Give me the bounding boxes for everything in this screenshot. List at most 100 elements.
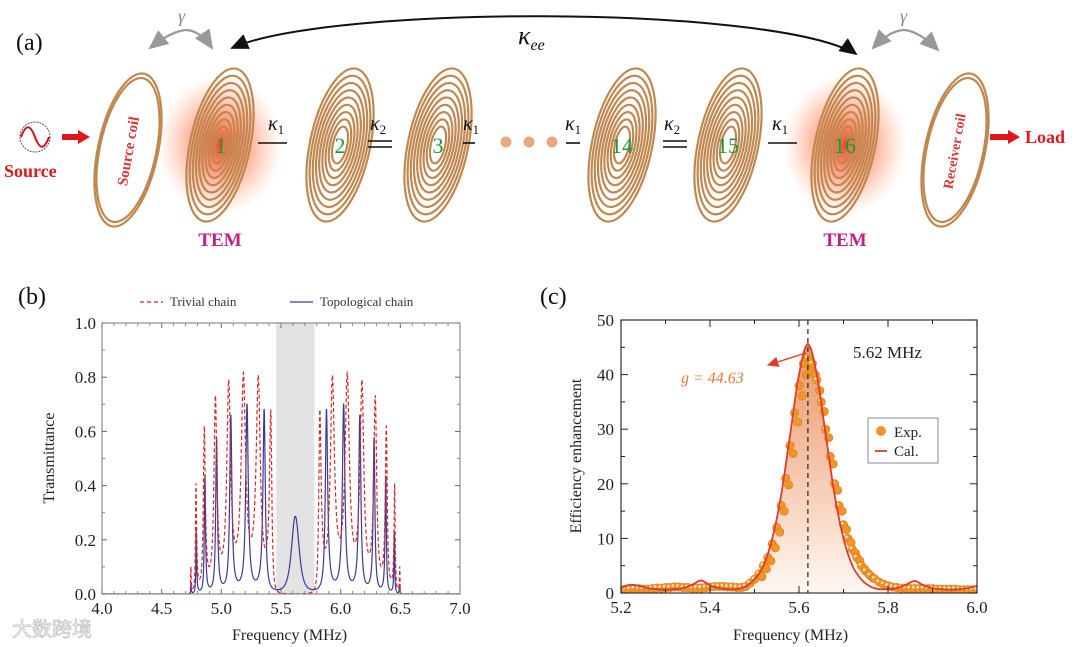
receiver-coil [920, 72, 990, 228]
exp-data-point [775, 527, 785, 537]
exp-data-point [779, 506, 789, 516]
resonator-number-1: 1 [216, 133, 227, 158]
exp-data-point [784, 480, 794, 490]
exp-data-point [797, 391, 807, 401]
svg-text:κ1: κ1 [772, 113, 788, 137]
x-tick-label-c: 5.6 [788, 598, 809, 617]
source-label: Source [4, 161, 57, 181]
annotation-arrow [766, 352, 807, 367]
x-tick-label-b: 5.5 [270, 599, 291, 618]
svg-text:κ1: κ1 [565, 113, 581, 137]
legend-swatch-exp [876, 426, 886, 436]
resonator-coil-2 [305, 67, 375, 223]
resonator-coil-3 [403, 67, 473, 223]
y-tick-label-b: 1.0 [75, 314, 96, 333]
legend-label-trivial: Trivial chain [170, 294, 237, 309]
exp-data-point [793, 417, 803, 427]
series-cal-line [621, 343, 977, 591]
y-tick-label-b: 0.4 [75, 477, 97, 496]
legend-label-topological: Topological chain [320, 294, 414, 309]
y-tick-label-c: 20 [597, 475, 614, 494]
svg-text:κ2: κ2 [664, 113, 680, 137]
resonator-coil-16 [810, 67, 880, 223]
y-tick-label-b: 0.2 [75, 531, 96, 550]
x-tick-label-b: 6.5 [390, 599, 411, 618]
tem-label-left: TEM [198, 230, 241, 251]
y-axis-label-c: Efficiency enhancement [568, 378, 585, 533]
resonator-coil-15 [693, 67, 763, 223]
coupling-k1-dots-14: κ1 [565, 113, 581, 144]
panel-b-chart: (b) Trivial chain Topological chain 4.0 4… [18, 284, 471, 644]
kappa-ee-label: κee [518, 21, 545, 54]
annotation-g-value: g = 44.63 [681, 370, 744, 387]
source-coil-label: Source coil [115, 115, 143, 187]
panel-c-label: (c) [540, 284, 567, 310]
x-tick-label-b: 4.0 [91, 599, 112, 618]
watermark: 大数跨境 [12, 617, 92, 641]
tem-label-right: TEM [823, 230, 866, 251]
x-tick-label-c: 5.8 [877, 598, 898, 617]
ellipsis-dots [500, 136, 558, 148]
exp-data-point [785, 441, 795, 451]
x-tick-label-c: 6.0 [966, 598, 987, 617]
y-axis-label-b: Transmittance [41, 413, 58, 504]
exp-data-point [788, 448, 798, 458]
coupling-k1-1-2: κ1 [258, 113, 287, 144]
gamma-arrow-left: γ [148, 6, 214, 50]
panel-a-schematic: (a) κee γ γ Source Load [4, 6, 1065, 251]
x-tick-label-c: 5.4 [699, 598, 721, 617]
y-tick-label-b: 0.0 [75, 585, 96, 604]
resonator-coil-14 [587, 67, 657, 223]
y-tick-label-b: 0.6 [75, 422, 96, 441]
y-tick-label-c: 40 [597, 366, 614, 385]
coupling-k2-2-3: κ2 [368, 113, 392, 148]
x-tick-label-b: 6.0 [330, 599, 351, 618]
x-axis-label-b: Frequency (MHz) [232, 627, 347, 644]
x-tick-label-b: 5.0 [211, 599, 232, 618]
gamma-label-right: γ [900, 6, 908, 26]
coupling-k2-14-15: κ2 [663, 113, 687, 148]
svg-text:κ1: κ1 [463, 113, 479, 137]
exp-data-point [790, 408, 800, 418]
svg-text:κ1: κ1 [268, 113, 284, 137]
panel-a-label: (a) [16, 30, 43, 56]
y-tick-label-c: 10 [597, 529, 614, 548]
resonator-number-3: 3 [433, 133, 444, 158]
y-tick-label-c: 0 [606, 584, 615, 603]
y-tick-label-c: 30 [597, 420, 614, 439]
resonator-number-16: 16 [834, 133, 856, 158]
legend-label-exp: Exp. [894, 425, 922, 441]
resonator-coil-1 [185, 67, 255, 223]
annotation-peak-frequency: 5.62 MHz [853, 343, 922, 362]
exp-data-point [770, 543, 780, 553]
source-coil [93, 72, 163, 228]
x-axis-label-c: Frequency (MHz) [733, 627, 848, 644]
resonator-number-2: 2 [335, 133, 346, 158]
legend-c: Exp. Cal. [867, 417, 939, 464]
receiver-coil-label: Receiver coil [942, 112, 970, 190]
y-tick-label-c: 50 [597, 311, 614, 330]
resonator-number-14: 14 [611, 133, 633, 158]
coupling-k1-15-16: κ1 [768, 113, 797, 144]
resonator-number-15: 15 [717, 133, 739, 158]
coupling-k1-3-dots: κ1 [463, 113, 479, 144]
gamma-arrow-right: γ [871, 6, 940, 52]
svg-text:κ2: κ2 [370, 113, 386, 137]
kappa-ee-arrow [230, 15, 853, 53]
load-label: Load [1025, 127, 1065, 147]
cal-area-fill [621, 344, 977, 593]
gap-shading [276, 323, 315, 594]
legend-b: Trivial chain Topological chain [140, 294, 414, 309]
source-icon [19, 121, 51, 153]
panel-b-label: (b) [18, 284, 46, 310]
x-tick-label-b: 4.5 [151, 599, 172, 618]
x-tick-label-b: 7.0 [449, 599, 470, 618]
y-tick-label-b: 0.8 [75, 368, 96, 387]
gamma-label-left: γ [178, 6, 186, 26]
legend-label-cal: Cal. [894, 444, 919, 460]
x-tick-label-c: 5.2 [610, 598, 631, 617]
exp-data-point [766, 556, 776, 566]
exp-data-point [841, 524, 851, 534]
